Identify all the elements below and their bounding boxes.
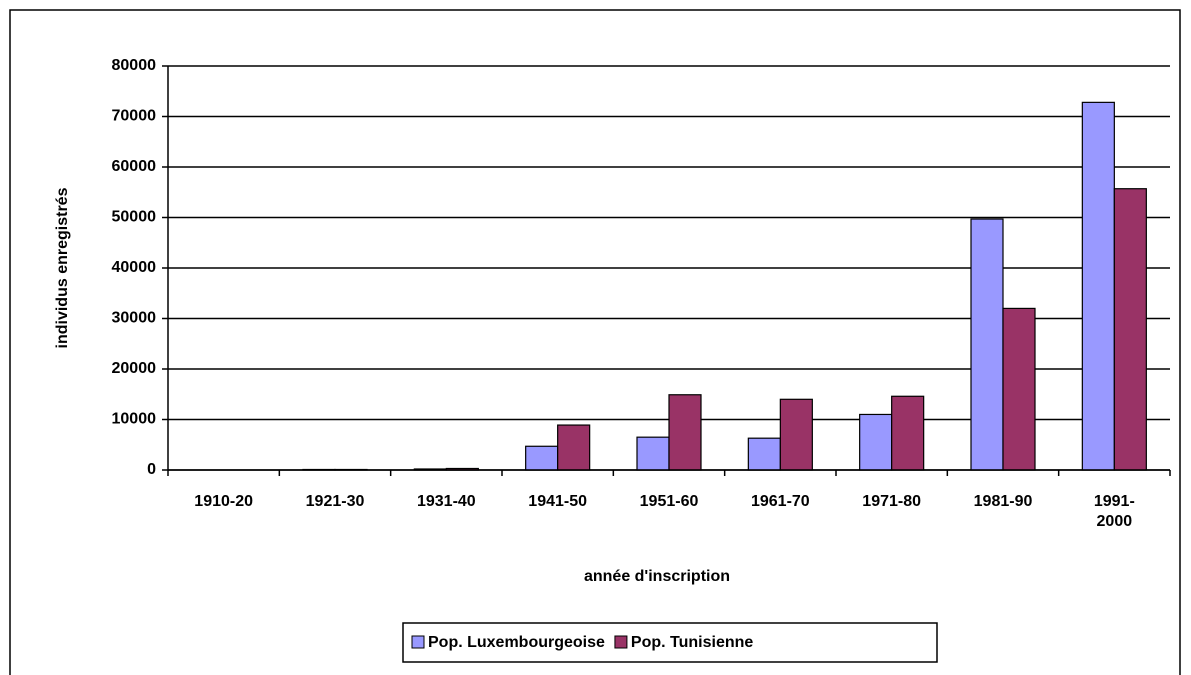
bar <box>1081 101 1115 471</box>
bar <box>636 436 670 471</box>
chart-frame <box>9 9 1181 675</box>
x-tick-label: 1991- 2000 <box>1093 493 1135 530</box>
bar <box>747 437 781 471</box>
y-tick-label: 0 <box>147 461 156 478</box>
x-tick-label: 1951-60 <box>639 493 699 510</box>
legend-swatch <box>614 635 628 649</box>
bar <box>970 218 1004 471</box>
bar <box>779 398 813 471</box>
bar <box>668 394 702 471</box>
bar <box>859 413 893 471</box>
y-tick-label: 80000 <box>112 57 157 74</box>
y-axis-title: individus enregistrés <box>54 187 71 348</box>
y-tick-label: 60000 <box>112 158 157 175</box>
legend-label: Pop. Tunisienne <box>631 634 753 651</box>
bar <box>557 424 591 471</box>
y-tick-label: 30000 <box>112 310 157 327</box>
x-tick-label: 1931-40 <box>416 493 476 510</box>
legend-swatch <box>411 635 425 649</box>
bar <box>1113 188 1147 471</box>
y-tick-label: 20000 <box>112 360 157 377</box>
x-tick-label: 1921-30 <box>305 493 365 510</box>
y-tick-label: 50000 <box>112 209 157 226</box>
x-tick-label: 1961-70 <box>750 493 810 510</box>
y-tick-label: 40000 <box>112 259 157 276</box>
y-tick-label: 70000 <box>112 108 157 125</box>
x-tick-label: 1981-90 <box>973 493 1033 510</box>
bar <box>1002 307 1036 471</box>
bar <box>525 445 559 471</box>
x-axis-title: année d'inscription <box>584 568 730 585</box>
x-tick-label: 1910-20 <box>194 493 254 510</box>
x-tick-label: 1941-50 <box>528 493 588 510</box>
x-tick-label: 1971-80 <box>862 493 922 510</box>
y-tick-label: 10000 <box>112 411 157 428</box>
bar <box>891 395 925 471</box>
legend-box <box>402 622 938 663</box>
legend-label: Pop. Luxembourgeoise <box>428 634 605 651</box>
